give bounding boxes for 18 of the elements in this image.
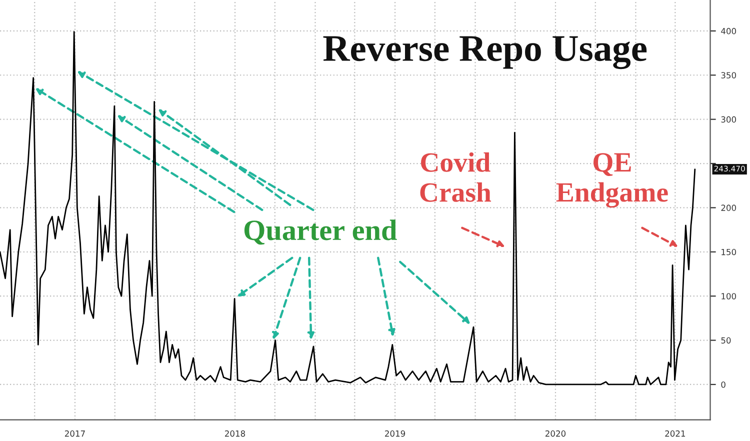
- annotation: Quarter end: [244, 220, 397, 245]
- y-tick-label: 100: [722, 293, 736, 300]
- x-tick-label: 2021: [665, 430, 686, 437]
- y-tick-label: 400: [721, 28, 736, 34]
- y-tick-label: 300: [721, 116, 736, 123]
- x-tick-label: 2019: [385, 430, 406, 437]
- x-tick-label: 2018: [225, 430, 246, 437]
- y-tick-label: 0: [721, 381, 726, 388]
- y-tick-label: 200: [721, 204, 736, 211]
- line-series: [0, 31, 696, 386]
- annotation: Covid Crash: [420, 152, 492, 202]
- annotation: QE Endgame: [556, 153, 668, 208]
- x-tick-label: 2020: [545, 430, 566, 437]
- y-tick-label: 50: [721, 337, 731, 344]
- text: Reverse Repo Usage: [323, 36, 647, 70]
- y-tick-label: 150: [722, 248, 736, 256]
- y-tick-label: 350: [721, 72, 736, 78]
- x-tick-label: 2017: [64, 430, 85, 437]
